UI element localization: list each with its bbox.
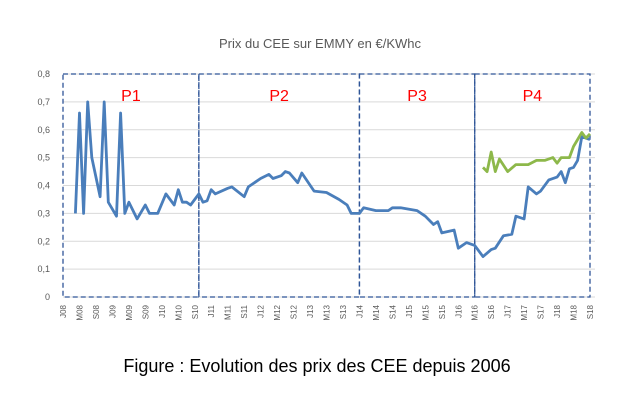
x-tick-label: M15 [421,304,430,320]
x-tick-label: M12 [273,304,282,320]
series-line-2 [481,131,592,173]
y-tick-label: 0,1 [37,264,50,274]
figure-caption: Figure : Evolution des prix des CEE depu… [123,356,511,376]
x-tick-label: S13 [339,304,348,319]
x-tick-label: S17 [537,304,546,319]
x-tick-label: J11 [207,304,216,317]
x-tick-label: J16 [454,304,463,317]
period-box [358,73,476,298]
series-line-1 [74,100,591,258]
x-tick-label: J10 [158,304,167,317]
x-tick-label: M16 [471,304,480,320]
period-box [198,73,361,298]
x-tick-label: M08 [75,304,84,320]
x-tick-label: J18 [553,304,562,317]
x-tick-label: S11 [240,304,249,318]
y-tick-label: 0,3 [37,208,50,218]
x-tick-label: S16 [487,304,496,319]
y-tick-label: 0,2 [37,236,50,246]
x-tick-label: S18 [586,304,595,319]
x-tick-label: S14 [388,304,397,319]
x-tick-label: M11 [224,304,233,320]
y-tick-label: 0,8 [37,69,50,79]
period-box [62,73,200,298]
y-tick-label: 0 [45,292,50,302]
x-tick-label: J08 [59,304,68,317]
x-tick-label: M17 [520,304,529,320]
y-tick-label: 0,6 [37,125,50,135]
x-tick-label: S08 [92,304,101,319]
x-tick-label: M13 [323,304,332,320]
x-tick-label: M10 [174,304,183,320]
y-tick-label: 0,4 [37,181,50,191]
x-tick-label: J09 [108,304,117,317]
x-tick-label: S15 [438,304,447,319]
price-chart: Prix du CEE sur EMMY en €/KWhc 0 0,1 0,2 0,… [37,36,595,321]
x-tick-label: J14 [355,304,364,317]
y-tick-label: 0,7 [37,97,50,107]
period-label: P2 [269,88,289,105]
x-tick-label: S10 [191,304,200,319]
period-box [474,73,591,298]
x-tick-label: J17 [504,304,513,317]
x-tick-label: J12 [257,304,266,317]
period-label: P1 [121,88,141,105]
x-tick-label: S12 [290,304,299,319]
period-label: P4 [523,88,543,105]
x-tick-label: S09 [141,304,150,319]
x-tick-label: M09 [125,304,134,320]
period-label: P3 [407,88,427,105]
y-tick-label: 0,5 [37,153,50,163]
x-tick-label: M18 [570,304,579,320]
x-tick-label: J15 [405,304,414,317]
chart-title: Prix du CEE sur EMMY en €/KWhc [219,36,422,51]
x-tick-label: J13 [306,304,315,317]
x-tick-label: M14 [372,304,381,320]
